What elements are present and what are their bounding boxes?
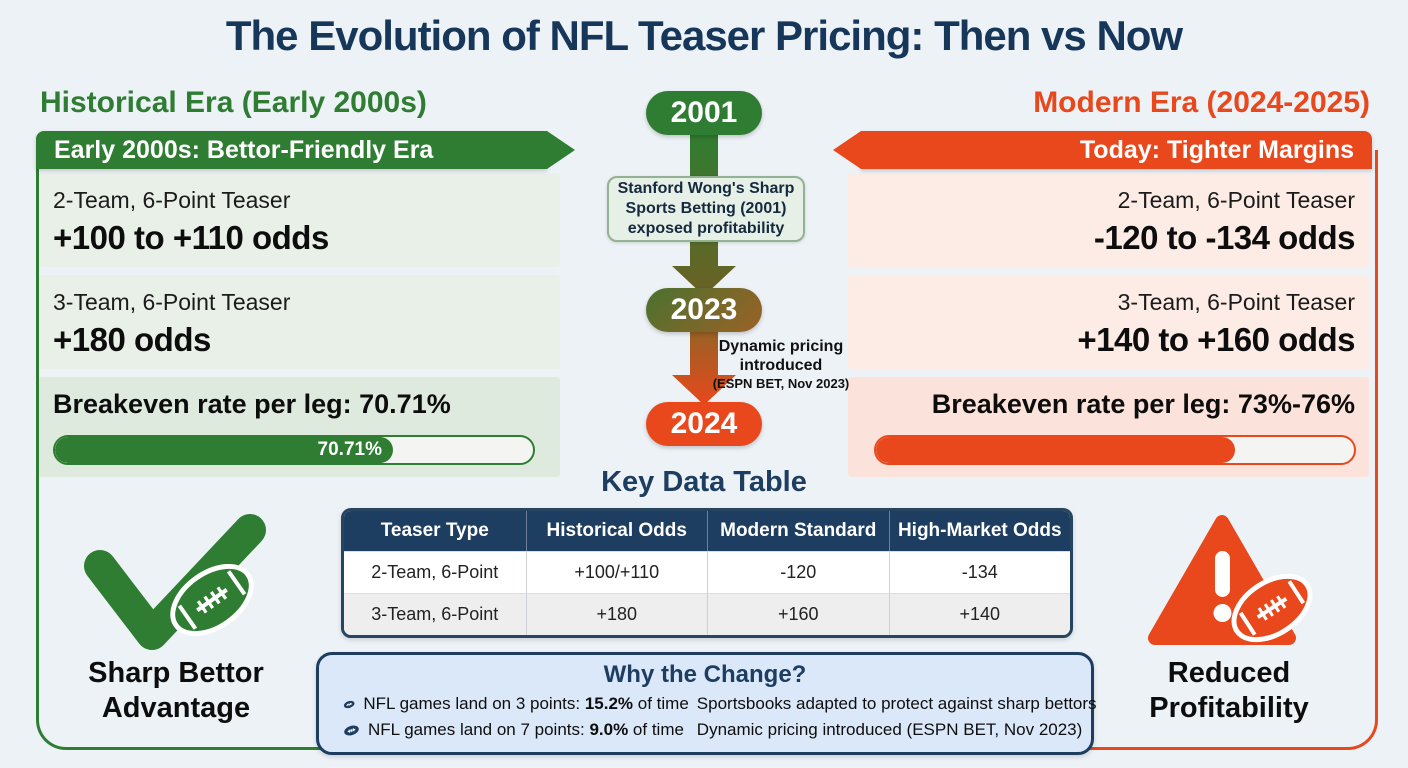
teaser-type-label: 3-Team, 6-Point Teaser xyxy=(1117,289,1355,315)
why-bullets: NFL games land on 3 points: 15.2% of tim… xyxy=(319,689,1097,740)
warning-football-icon xyxy=(1148,515,1313,645)
wong-line-3: exposed profitability xyxy=(627,220,785,237)
historical-breakeven-card: Breakeven rate per leg: 70.71% 70.71% xyxy=(39,377,560,477)
football-icon xyxy=(1231,573,1313,643)
table-row: 2-Team, 6-Point +100/+110 -120 -134 xyxy=(344,551,1070,593)
wong-line-2: Sports Betting (2001) xyxy=(625,200,787,217)
table-cell: -134 xyxy=(888,551,1070,593)
table-cell: +100/+110 xyxy=(525,551,707,593)
bullet-text: Sportsbooks adapted to protect against s… xyxy=(696,694,1097,713)
dynamic-pricing-text: Dynamic pricing introduced xyxy=(718,338,844,375)
dynamic-pricing-source: (ESPN BET, Nov 2023) xyxy=(712,376,850,392)
timeline-year-2023: 2023 xyxy=(646,288,762,332)
exclamation-bar xyxy=(1215,551,1230,597)
table-title: Key Data Table xyxy=(601,466,807,498)
checkmark-football-icon xyxy=(84,514,266,650)
modern-panel-border xyxy=(847,150,1378,750)
timeline-event-dynamic-pricing: Dynamic pricing introduced (ESPN BET, No… xyxy=(702,337,860,391)
football-icon xyxy=(343,700,355,708)
key-data-table: Teaser Type Historical Odds Modern Stand… xyxy=(341,508,1073,638)
football-icon xyxy=(170,563,254,637)
table-header: Modern Standard xyxy=(707,511,889,551)
table-cell: +180 xyxy=(525,593,707,635)
teaser-odds-value: +100 to +110 odds xyxy=(53,219,329,256)
modern-breakeven-card: Breakeven rate per leg: 73%-76% xyxy=(848,377,1369,477)
timeline-year-2024: 2024 xyxy=(646,402,762,446)
historical-teaser-card-2: 3-Team, 6-Point Teaser +180 odds xyxy=(39,275,560,369)
checkmark-icon xyxy=(84,514,266,650)
why-bullet: NFL games land on 3 points: 15.2% of tim… xyxy=(343,694,689,714)
table-header-row: Teaser Type Historical Odds Modern Stand… xyxy=(344,511,1070,551)
breakeven-label: Breakeven rate per leg: 70.71% xyxy=(53,389,451,419)
modern-teaser-card-1: 2-Team, 6-Point Teaser -120 to -134 odds xyxy=(848,173,1369,267)
why-title: Why the Change? xyxy=(603,661,807,688)
table-cell: -120 xyxy=(707,551,889,593)
table-cell: 2-Team, 6-Point xyxy=(344,551,526,593)
timeline-arrow-2023-2024 xyxy=(672,324,736,405)
timeline-year-2001: 2001 xyxy=(646,91,762,135)
wong-line-1: Stanford Wong's Sharp xyxy=(617,180,795,197)
why-bullet: NFL games land on 7 points: 9.0% of time xyxy=(343,720,689,740)
why-the-change-box: Why the Change? NFL games land on 3 poin… xyxy=(316,652,1097,755)
modern-era-heading: Modern Era (2024-2025) xyxy=(1033,86,1370,119)
breakeven-progress-bar xyxy=(874,435,1356,465)
timeline-arrows xyxy=(672,127,736,405)
modern-banner: Today: Tighter Margins xyxy=(833,131,1372,169)
historical-banner: Early 2000s: Bettor-Friendly Era xyxy=(36,131,575,169)
reduced-profitability-label: Reduced Profitability xyxy=(1149,657,1309,724)
exclamation-dot xyxy=(1213,604,1232,622)
breakeven-label: Breakeven rate per leg: 73%-76% xyxy=(931,389,1355,419)
teaser-type-label: 3-Team, 6-Point Teaser xyxy=(53,289,291,315)
teaser-odds-value: +140 to +160 odds xyxy=(1077,321,1355,358)
breakeven-progress-fill: 70.71% xyxy=(55,437,393,463)
timeline-event-wong-callout: Stanford Wong's Sharp Sports Betting (20… xyxy=(607,176,805,242)
table-cell: +160 xyxy=(707,593,889,635)
why-bullet: Dynamic pricing introduced (ESPN BET, No… xyxy=(689,720,1083,740)
table-header: Historical Odds xyxy=(525,511,708,551)
modern-teaser-card-2: 3-Team, 6-Point Teaser +140 to +160 odds xyxy=(848,275,1369,369)
bullet-text: NFL games land on 7 points: 9.0% of time xyxy=(368,720,684,739)
breakeven-progress-fill xyxy=(876,437,1235,463)
historical-teaser-card-1: 2-Team, 6-Point Teaser +100 to +110 odds xyxy=(39,173,560,267)
teaser-type-label: 2-Team, 6-Point Teaser xyxy=(53,187,291,213)
why-bullet: Sportsbooks adapted to protect against s… xyxy=(689,694,1097,714)
sharp-bettor-advantage-label: Sharp Bettor Advantage xyxy=(88,657,264,724)
modern-banner-label: Today: Tighter Margins xyxy=(1079,136,1354,164)
table-cell: 3-Team, 6-Point xyxy=(344,593,526,635)
table-cell: +140 xyxy=(888,593,1070,635)
historical-panel-border xyxy=(36,150,564,750)
historical-banner-label: Early 2000s: Bettor-Friendly Era xyxy=(54,136,434,164)
breakeven-progress-bar: 70.71% xyxy=(53,435,535,465)
table-header: Teaser Type xyxy=(380,520,489,541)
page-title: The Evolution of NFL Teaser Pricing: The… xyxy=(225,12,1183,59)
bullet-text: NFL games land on 3 points: 15.2% of tim… xyxy=(363,694,689,713)
bullet-text: Dynamic pricing introduced (ESPN BET, No… xyxy=(696,720,1083,739)
table-row: 3-Team, 6-Point +180 +160 +140 xyxy=(344,593,1070,635)
teaser-odds-value: -120 to -134 odds xyxy=(1093,219,1356,256)
historical-era-heading: Historical Era (Early 2000s) xyxy=(40,86,427,119)
football-icon xyxy=(344,725,359,735)
teaser-type-label: 2-Team, 6-Point Teaser xyxy=(1117,187,1355,213)
teaser-odds-value: +180 odds xyxy=(53,321,211,358)
table-header: High-Market Odds xyxy=(888,511,1071,551)
